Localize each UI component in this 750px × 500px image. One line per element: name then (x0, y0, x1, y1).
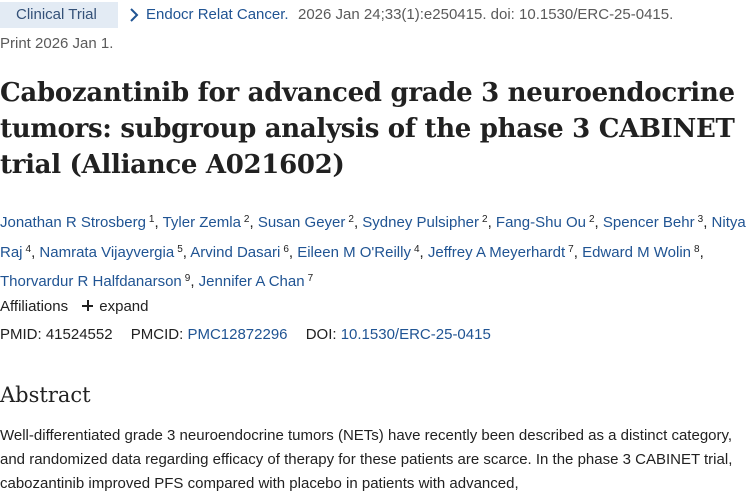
author-name: Tyler Zemla (162, 214, 241, 231)
author-separator: , (31, 243, 40, 261)
author-name: Jeffrey A Meyerhardt (427, 243, 566, 261)
author-name: Fang-Shu Ou (495, 214, 586, 231)
author-link[interactable]: Tyler Zemla 2 (163, 214, 250, 231)
author-separator: , (190, 273, 199, 290)
author-list: Jonathan R Strosberg 1, Tyler Zemla 2, Sus… (0, 207, 748, 296)
author-separator: , (699, 243, 704, 261)
affiliations-label: Affiliations (0, 298, 69, 315)
author-separator: , (154, 214, 163, 231)
pmid-label: PMID: (0, 326, 42, 343)
author-name: Arvind Dasari (190, 243, 281, 261)
affiliation-number[interactable]: 9 (184, 273, 191, 284)
author-name: Susan Geyer (257, 214, 346, 231)
author-link[interactable]: Edward M Wolin 8 (582, 244, 700, 261)
affiliation-number[interactable]: 4 (25, 243, 32, 255)
author-link[interactable]: Namrata Vijayvergia 5 (39, 244, 182, 261)
journal-link[interactable]: Endocr Relat Cancer. (146, 6, 289, 23)
author-link[interactable]: Fang-Shu Ou 2 (496, 214, 595, 231)
author-name: Edward M Wolin (582, 243, 691, 261)
author-name: Eileen M O'Reilly (297, 243, 411, 261)
citation-bar: Clinical Trial Endocr Relat Cancer. 2026… (0, 2, 750, 28)
print-date: Print 2026 Jan 1. (0, 35, 114, 52)
abstract-heading: Abstract (0, 383, 91, 407)
affiliation-number[interactable]: 3 (697, 214, 704, 225)
author-separator: , (487, 214, 496, 231)
author-separator: , (353, 214, 363, 231)
author-name: Spencer Behr (602, 214, 695, 231)
author-link[interactable]: Jennifer A Chan 7 (199, 273, 313, 290)
affiliation-number[interactable]: 2 (243, 214, 250, 225)
author-link[interactable]: Sydney Pulsipher 2 (362, 214, 487, 231)
affiliation-number[interactable]: 6 (283, 243, 289, 255)
author-separator: , (419, 243, 428, 261)
citation-details: 2026 Jan 24;33(1):e250415. doi: 10.1530/… (298, 6, 674, 23)
pmcid-label: PMCID: (130, 326, 184, 343)
affiliations-row: Affiliations expand (0, 296, 148, 318)
affiliation-number[interactable]: 1 (148, 214, 155, 225)
affiliation-number[interactable]: 7 (307, 273, 314, 284)
author-separator: , (703, 214, 712, 231)
author-name: Namrata Vijayvergia (39, 243, 175, 261)
pmcid-link[interactable]: PMC12872296 (187, 326, 288, 343)
article-title: Cabozantinib for advanced grade 3 neuroe… (0, 78, 735, 180)
author-link[interactable]: Nitya Raj 4 (0, 214, 746, 261)
author-link[interactable]: Jeffrey A Meyerhardt 7 (428, 244, 574, 261)
affiliation-number[interactable]: 4 (413, 243, 420, 255)
doi-link[interactable]: 10.1530/ERC-25-0415 (340, 326, 491, 343)
author-link[interactable]: Spencer Behr 3 (603, 214, 703, 231)
affiliation-number[interactable]: 2 (348, 214, 354, 225)
author-link[interactable]: Jonathan R Strosberg 1 (0, 214, 154, 231)
plus-icon (82, 300, 94, 311)
author-link[interactable]: Arvind Dasari 6 (190, 244, 289, 261)
author-separator: , (249, 214, 258, 231)
abstract-text: Well-differentiated grade 3 neuroendocri… (0, 427, 733, 492)
author-separator: , (288, 243, 298, 261)
author-name: Sydney Pulsipher (362, 214, 480, 231)
author-name: Nitya Raj (0, 214, 746, 261)
author-separator: , (594, 214, 603, 231)
affiliations-expand-button[interactable]: expand (82, 298, 148, 315)
author-separator: , (182, 243, 191, 261)
affiliation-number[interactable]: 2 (588, 214, 595, 225)
author-link[interactable]: Susan Geyer 2 (258, 214, 354, 231)
affiliation-number[interactable]: 7 (568, 243, 574, 255)
doi-label: DOI: (305, 326, 337, 343)
affiliation-number[interactable]: 5 (177, 243, 183, 255)
identifiers-row: PMID: 41524552 PMCID: PMC12872296 DOI: 1… (0, 324, 491, 346)
expand-label: expand (99, 298, 149, 315)
author-name: Jennifer A Chan (198, 273, 305, 290)
article-type-badge: Clinical Trial (0, 2, 118, 28)
author-separator: , (573, 243, 583, 261)
author-name: Jonathan R Strosberg (0, 214, 146, 231)
chevron-right-icon (130, 8, 139, 22)
affiliation-number[interactable]: 2 (482, 214, 488, 225)
author-link[interactable]: Eileen M O'Reilly 4 (297, 244, 419, 261)
author-name: Thorvardur R Halfdanarson (0, 273, 182, 290)
affiliation-number[interactable]: 8 (694, 243, 700, 255)
pmid-value: 41524552 (45, 326, 113, 343)
author-link[interactable]: Thorvardur R Halfdanarson 9 (0, 273, 190, 290)
